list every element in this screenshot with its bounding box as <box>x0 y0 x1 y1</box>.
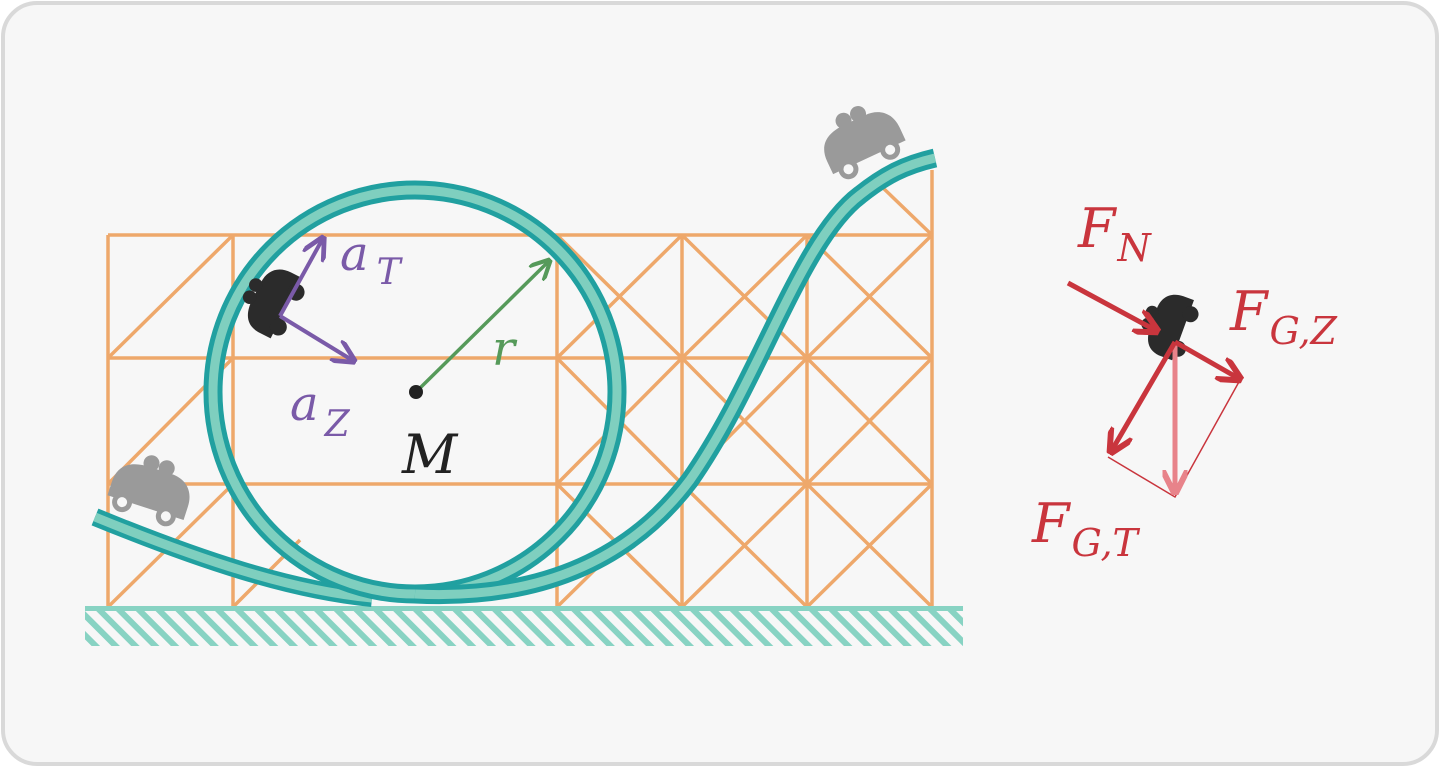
f-gt-label: FG,T <box>1031 492 1141 565</box>
car-top-icon <box>811 93 911 186</box>
a-z-arrow <box>278 314 352 360</box>
f-gz-arrow <box>1173 339 1238 378</box>
f-n-arrow <box>1066 280 1155 330</box>
f-gz-label: FG,Z <box>1229 280 1338 353</box>
a-t-arrow <box>278 240 322 317</box>
center-point <box>409 385 423 399</box>
f-n-label: FN <box>1077 197 1152 270</box>
track-entry <box>91 508 373 607</box>
track-exit <box>414 148 938 605</box>
radius-label: r <box>492 321 518 377</box>
force-parallelogram <box>1107 379 1241 499</box>
center-label: M <box>401 423 459 486</box>
radius-arrow <box>416 262 548 392</box>
car-entry-icon <box>103 445 200 532</box>
f-gt-arrow <box>1112 340 1178 450</box>
ground <box>85 606 963 646</box>
